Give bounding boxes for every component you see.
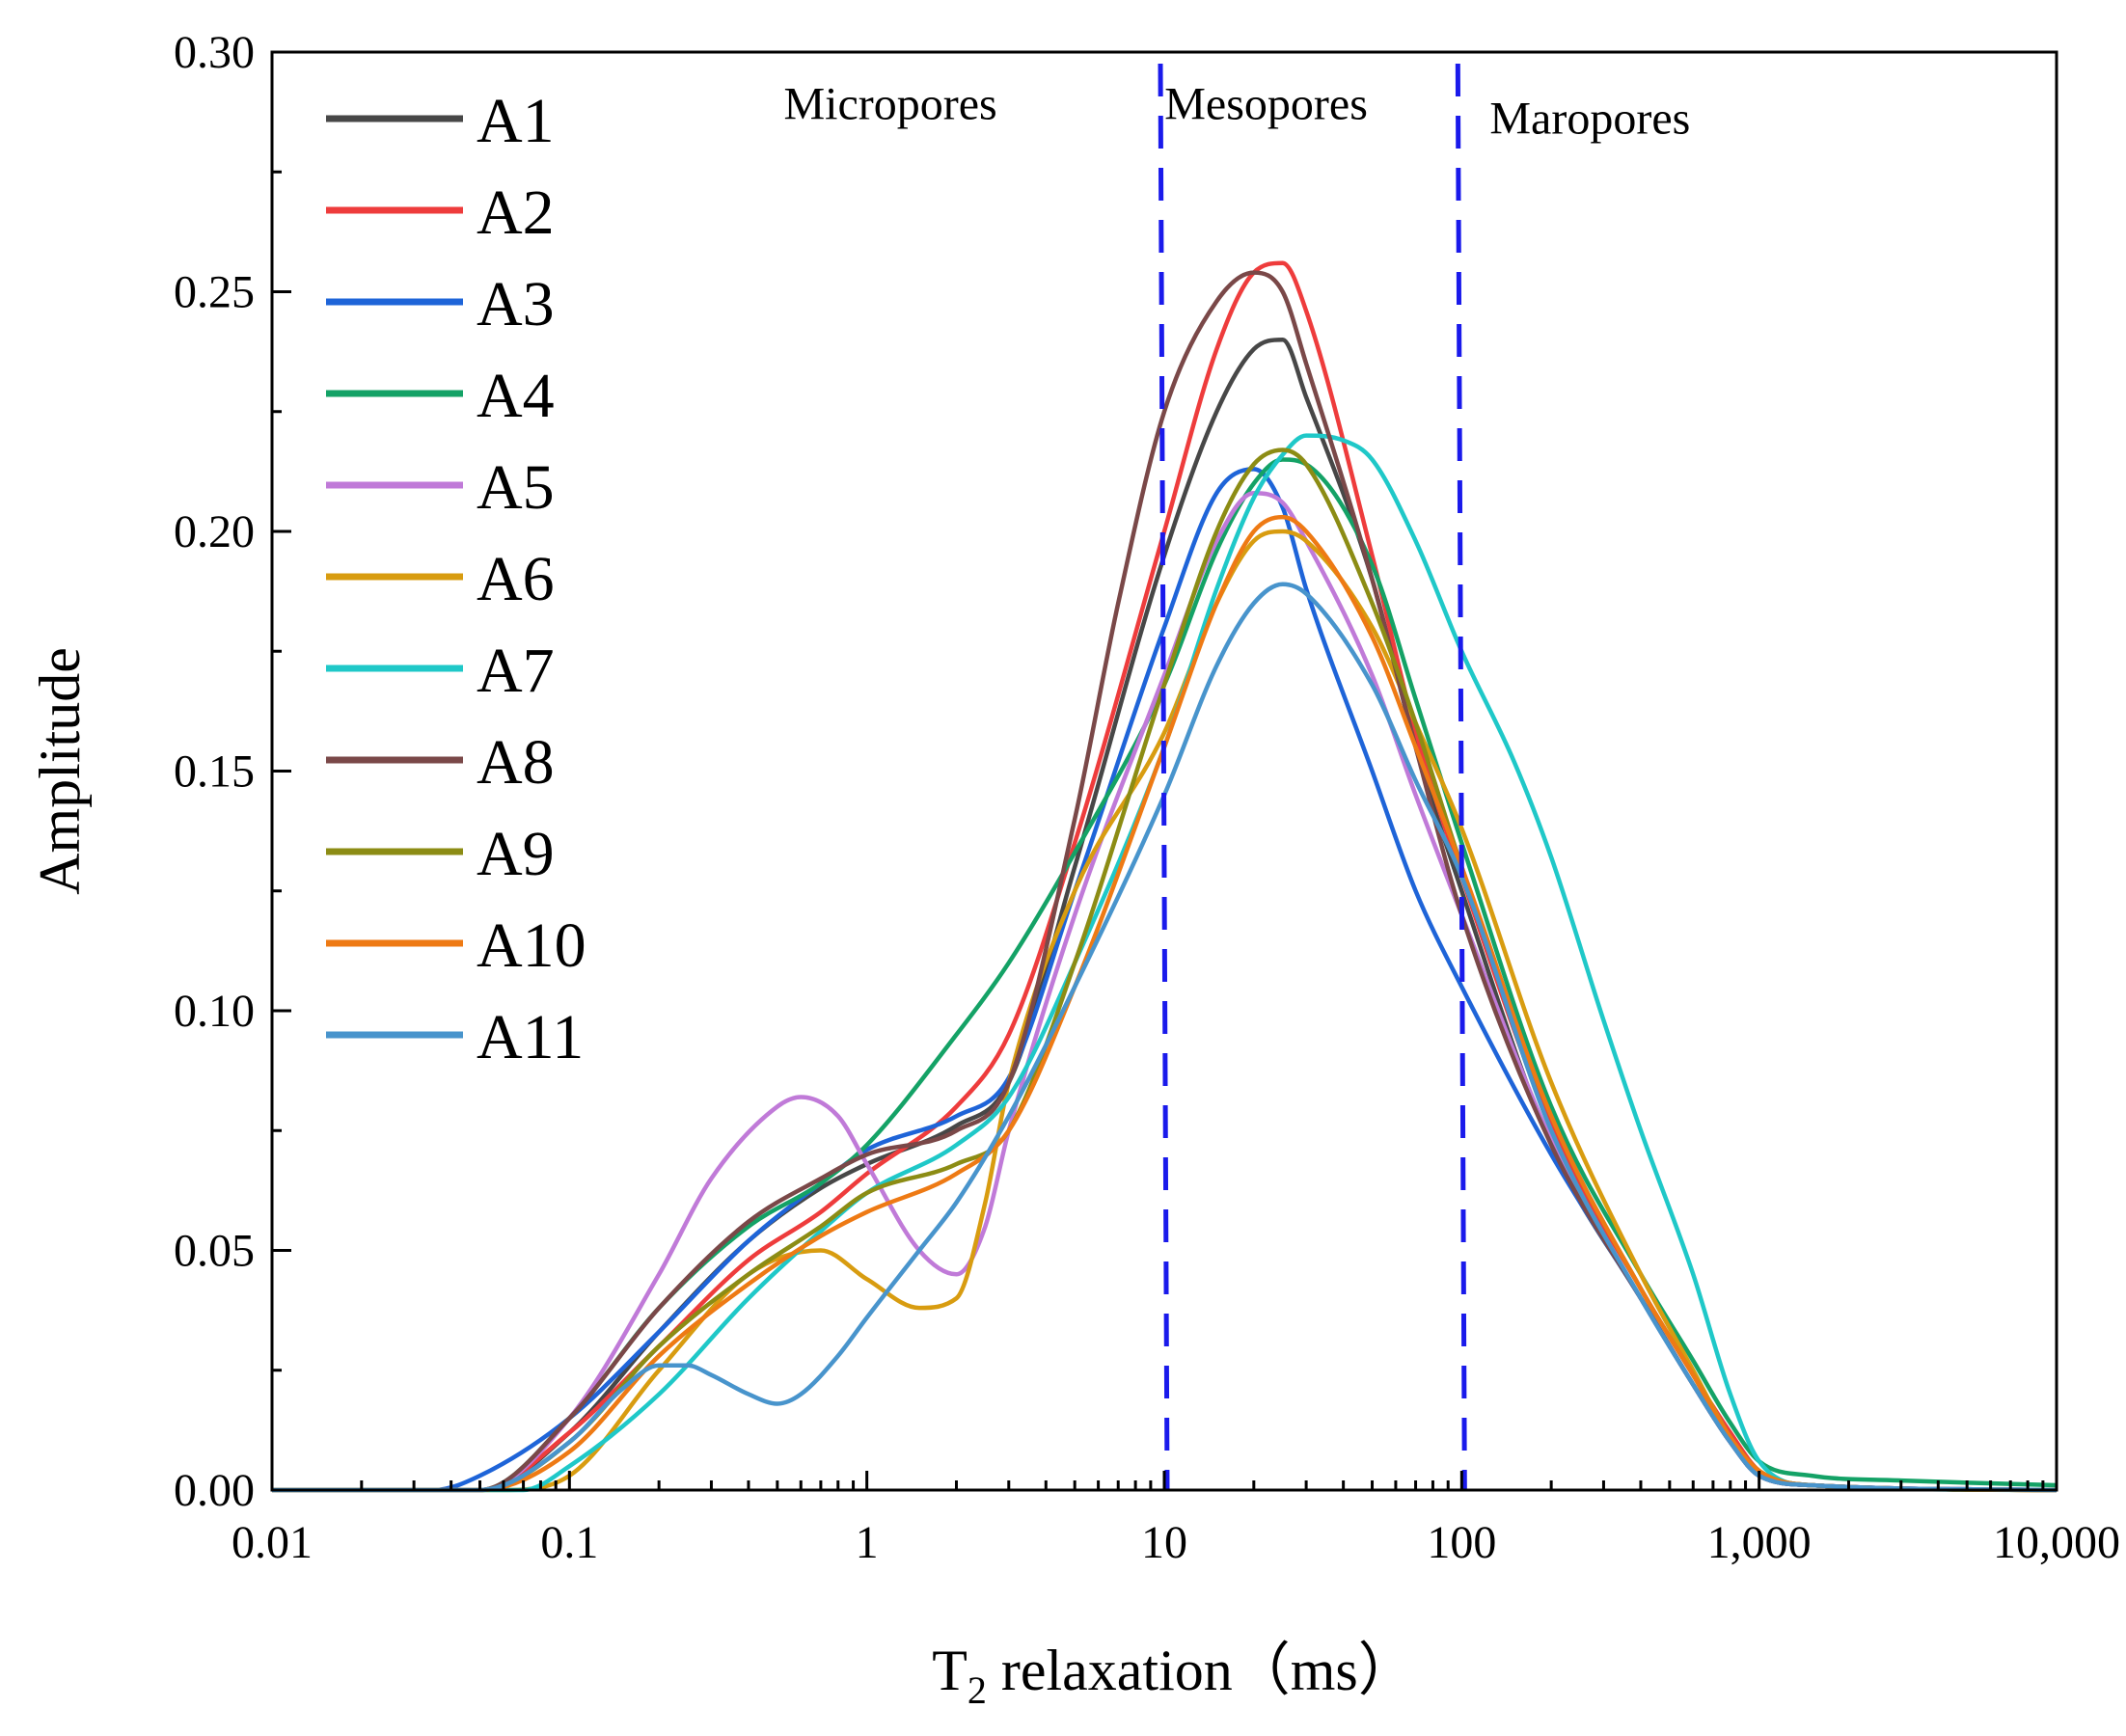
y-tick-label: 0.25	[174, 267, 255, 318]
x-axis-title-subscript: 2	[968, 1668, 987, 1712]
y-tick-label: 0.10	[174, 986, 255, 1037]
y-tick-label: 0.05	[174, 1226, 255, 1277]
boundary-line-10ms	[1158, 63, 1170, 1491]
x-axis: 0.01 0.1 1 10 100 1,000 10,000	[232, 1471, 2120, 1568]
legend-label-a2: A2	[477, 177, 555, 248]
region-label-mesopores: Mesopores	[1164, 79, 1368, 130]
legend-label-a3: A3	[477, 269, 555, 339]
x-tick-label: 0.1	[540, 1517, 598, 1568]
legend-label-a7: A7	[477, 636, 555, 706]
legend-label-a10: A10	[477, 910, 586, 981]
region-label-layer: Micropores Mesopores Maropores	[783, 79, 1690, 145]
x-tick-label: 10,000	[1993, 1517, 2120, 1568]
region-label-maropores: Maropores	[1489, 93, 1690, 144]
y-axis-title: Amplitude	[28, 647, 92, 895]
series-line-a10	[272, 514, 2058, 1493]
y-tick-label: 0.20	[174, 506, 255, 557]
boundary-line-100ms	[1455, 63, 1467, 1491]
boundary-layer	[1158, 63, 1467, 1491]
region-label-micropores: Micropores	[783, 79, 996, 130]
x-tick-label: 1,000	[1707, 1517, 1812, 1568]
legend-label-a1: A1	[477, 86, 555, 156]
legend-label-a9: A9	[477, 819, 555, 889]
series-layer	[272, 260, 2058, 1493]
x-tick-label: 10	[1141, 1517, 1187, 1568]
x-tick-label: 1	[856, 1517, 879, 1568]
y-axis: 0.00 0.05 0.10 0.15 0.20 0.25 0.30	[174, 27, 291, 1516]
x-axis-title-rest: relaxation（ms）	[987, 1639, 1416, 1702]
x-axis-title-main: T	[932, 1639, 968, 1702]
series-line-a11	[272, 582, 2058, 1493]
series-line-a4	[272, 457, 2058, 1493]
legend-label-a4: A4	[477, 361, 555, 431]
series-line-a7	[272, 433, 2058, 1493]
y-tick-label: 0.30	[174, 27, 255, 78]
y-tick-label: 0.00	[174, 1465, 255, 1516]
y-tick-label: 0.15	[174, 746, 255, 798]
x-tick-label: 0.01	[232, 1517, 313, 1568]
legend: A1 A2 A3 A4 A5 A6 A7 A8 A9 A10 A11	[326, 86, 586, 1072]
legend-label-a5: A5	[477, 452, 555, 523]
legend-label-a8: A8	[477, 727, 555, 798]
x-axis-title: T2 relaxation（ms）	[932, 1639, 1416, 1712]
x-tick-label: 100	[1427, 1517, 1496, 1568]
legend-label-a11: A11	[477, 1002, 584, 1072]
legend-label-a6: A6	[477, 544, 555, 614]
